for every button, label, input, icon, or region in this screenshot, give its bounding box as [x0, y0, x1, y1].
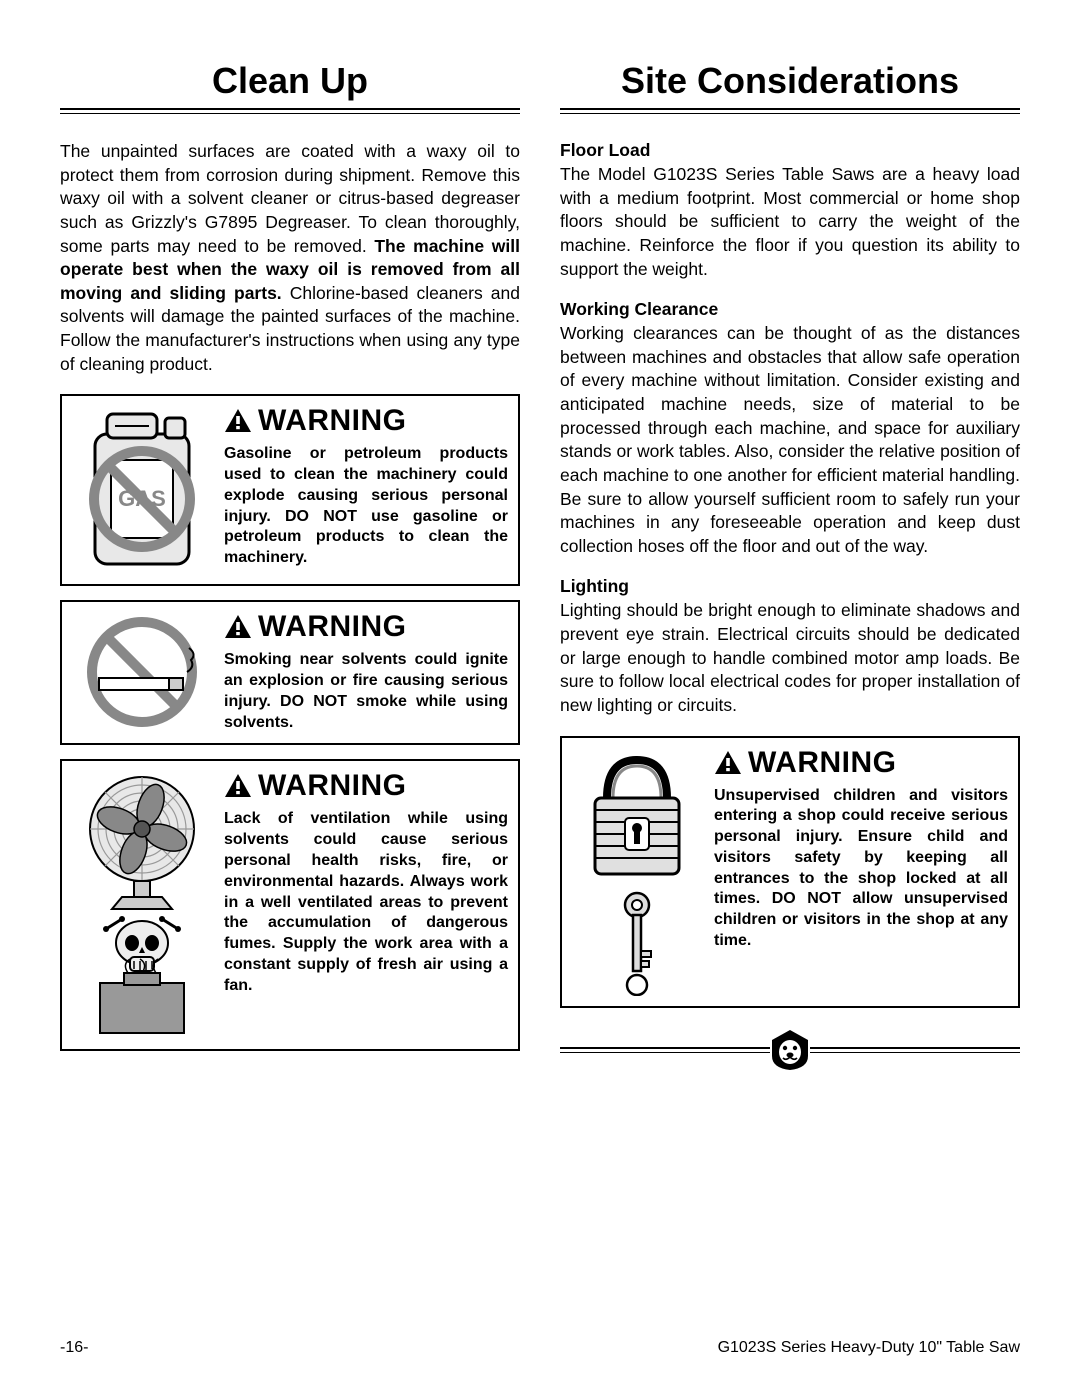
floor-load-section: Floor Load The Model G1023S Series Table…	[560, 140, 1020, 281]
floor-load-heading: Floor Load	[560, 140, 1020, 161]
title-rule	[60, 108, 520, 114]
warning-lock: WARNING Unsupervised children and visito…	[560, 736, 1020, 1008]
warning-smoking: WARNING Smoking near solvents could igni…	[60, 600, 520, 745]
alert-triangle-icon	[714, 750, 742, 776]
clearance-section: Working Clearance Working clearances can…	[560, 299, 1020, 558]
alert-triangle-icon	[224, 614, 252, 640]
page-number: -16-	[60, 1339, 88, 1357]
lighting-section: Lighting Lighting should be bright enoug…	[560, 576, 1020, 717]
warning-header: WARNING	[224, 610, 508, 644]
gas-can-icon: GAS	[72, 404, 212, 574]
warning-text: Unsupervised children and visitors enter…	[714, 786, 1008, 952]
lighting-heading: Lighting	[560, 576, 1020, 597]
fan-skull-icon	[72, 769, 212, 1039]
left-column: Clean Up The unpainted surfaces are coat…	[60, 60, 520, 1072]
alert-triangle-icon	[224, 773, 252, 799]
warning-label: WARNING	[748, 746, 897, 780]
alert-triangle-icon	[224, 408, 252, 434]
page-footer: -16- G1023S Series Heavy-Duty 10" Table …	[60, 1339, 1020, 1357]
clearance-heading: Working Clearance	[560, 299, 1020, 320]
title-rule	[560, 108, 1020, 114]
warning-header: WARNING	[224, 769, 508, 803]
warning-label: WARNING	[258, 404, 407, 438]
warning-header: WARNING	[224, 404, 508, 438]
right-column: Site Considerations Floor Load The Model…	[560, 60, 1020, 1072]
lock-key-icon	[572, 746, 702, 996]
site-title: Site Considerations	[560, 60, 1020, 102]
warning-gasoline: GAS WARNING Gasoline or petroleum produc…	[60, 394, 520, 586]
warning-text: Gasoline or petroleum products used to c…	[224, 444, 508, 569]
lighting-body: Lighting should be bright enough to elim…	[560, 599, 1020, 717]
floor-load-body: The Model G1023S Series Table Saws are a…	[560, 163, 1020, 281]
clearance-body: Working clearances can be thought of as …	[560, 322, 1020, 558]
section-divider	[560, 1028, 1020, 1072]
warning-header: WARNING	[714, 746, 1008, 780]
doc-title: G1023S Series Heavy-Duty 10" Table Saw	[718, 1339, 1020, 1357]
warning-text: Lack of ventilation while using solvents…	[224, 809, 508, 996]
warning-label: WARNING	[258, 769, 407, 803]
cleanup-intro: The unpainted surfaces are coated with a…	[60, 140, 520, 376]
warning-ventilation: WARNING Lack of ventilation while using …	[60, 759, 520, 1051]
cleanup-title: Clean Up	[60, 60, 520, 102]
no-smoking-icon	[72, 610, 212, 733]
bear-emblem-icon	[768, 1028, 812, 1072]
warning-label: WARNING	[258, 610, 407, 644]
warning-text: Smoking near solvents could ignite an ex…	[224, 650, 508, 733]
